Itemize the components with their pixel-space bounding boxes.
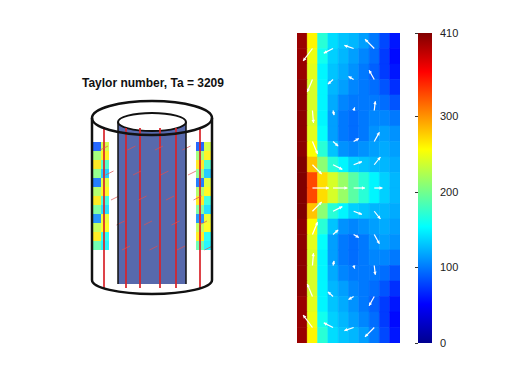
svg-text:200: 200 bbox=[440, 186, 458, 198]
svg-text:410: 410 bbox=[440, 27, 458, 39]
svg-text:0: 0 bbox=[440, 337, 446, 349]
svg-text:300: 300 bbox=[440, 110, 458, 122]
svg-text:100: 100 bbox=[440, 261, 458, 273]
svg-text:Taylor number, Ta = 3209: Taylor number, Ta = 3209 bbox=[82, 76, 224, 90]
